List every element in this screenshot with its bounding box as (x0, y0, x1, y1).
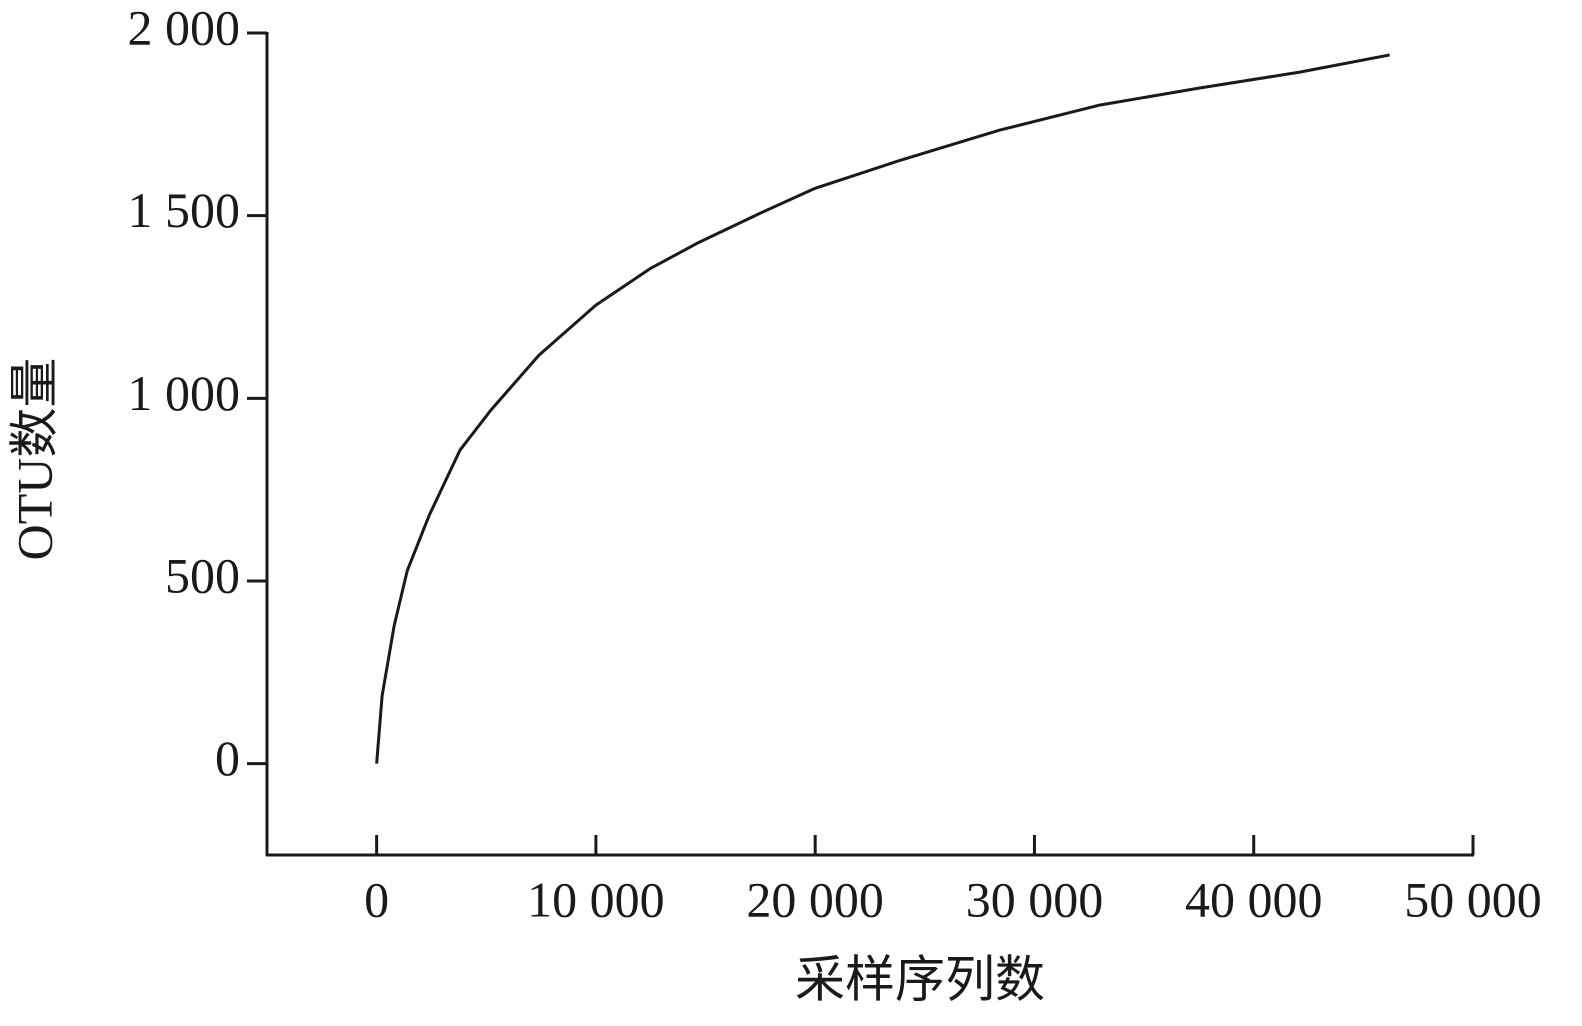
y-tick-label: 0 (215, 730, 240, 786)
x-tick-label: 0 (364, 871, 389, 927)
x-tick-label: 30 000 (966, 871, 1104, 927)
y-axis-label: OTU数量 (6, 358, 62, 561)
x-tick-label: 50 000 (1404, 871, 1542, 927)
line (375, 53, 1390, 764)
x-tick-label: 10 000 (527, 871, 665, 927)
y-tick-label: 1 000 (128, 365, 241, 421)
x-axis-label: 采样序列数 (795, 951, 1045, 1007)
y-tick-label: 500 (165, 547, 240, 603)
x-tick-label: 40 000 (1185, 871, 1323, 927)
y-tick-label: 2 000 (128, 0, 241, 55)
y-tick-label: 1 500 (128, 182, 241, 238)
x-tick-label: 20 000 (746, 871, 884, 927)
